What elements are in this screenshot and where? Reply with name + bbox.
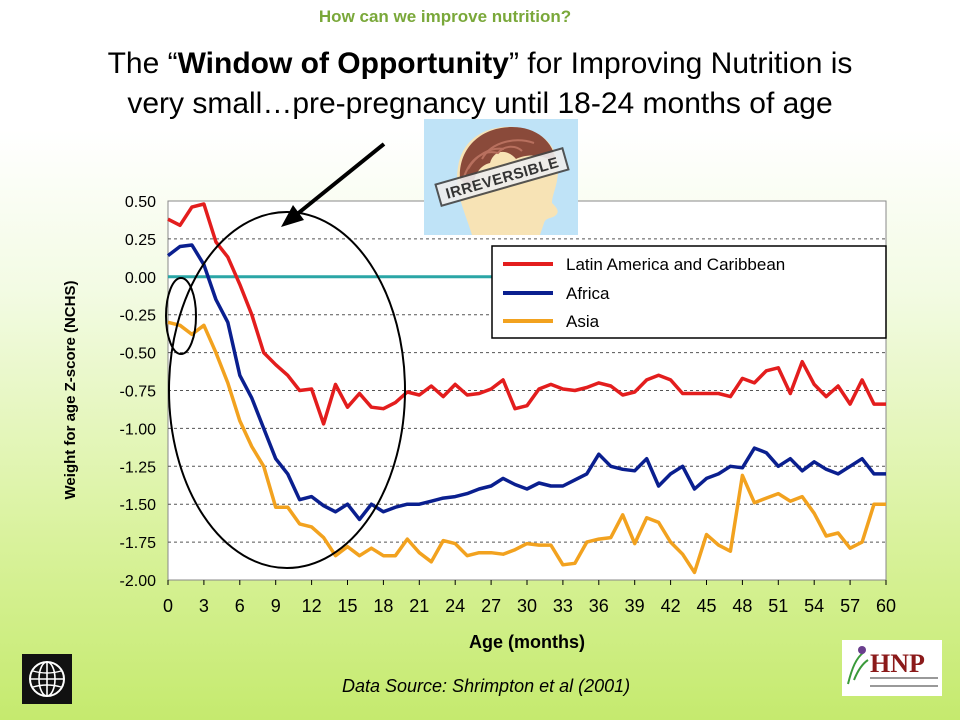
pointer-arrow-head: [281, 205, 304, 227]
irreversible-head-illustration: IRREVERSIBLE: [424, 119, 578, 235]
x-tick-label: 3: [199, 596, 209, 616]
headline-part2: ” for Improving Nutrition is: [508, 47, 853, 80]
x-tick-labels: 0 3 6 9 12 15 18 21 24 27 30 33 36 39 42 45 48 51 54 57 60: [163, 580, 896, 616]
stamp-box: [434, 146, 570, 208]
y-tick-label: -0.75: [120, 384, 157, 401]
x-tick-label: 9: [271, 596, 281, 616]
x-tick-label: 12: [302, 596, 322, 616]
series-line-latin-america-and-caribbean: [167, 202, 886, 426]
x-tick-label: 36: [589, 596, 609, 616]
world-bank-globe-icon: [22, 654, 72, 704]
pointer-arrow-shaft: [294, 142, 386, 217]
y-tick-label: 0.25: [125, 232, 156, 249]
x-tick-label: 24: [445, 596, 465, 616]
x-tick-label: 57: [840, 596, 860, 616]
legend-label-africa: Africa: [566, 284, 610, 303]
x-tick-label: 30: [517, 596, 537, 616]
x-tick-label: 60: [876, 596, 896, 616]
slide-kicker: How can we improve nutrition?: [318, 7, 572, 26]
x-tick-label: 33: [553, 596, 573, 616]
x-tick-label: 21: [409, 596, 429, 616]
pre-birth-ellipse: [165, 277, 197, 355]
headline-part1: The “: [107, 47, 178, 80]
x-tick-label: 0: [163, 596, 173, 616]
series-lines: [166, 202, 886, 575]
x-axis-label: Age (months): [469, 632, 585, 652]
x-tick-label: 42: [661, 596, 681, 616]
y-tick-label: 0.00: [125, 270, 156, 287]
y-tick-labels: 0.50 0.25 0.00 -0.25 -0.50 -0.75 -1.00 -1.25 -1.…: [120, 194, 157, 590]
x-tick-label: 39: [625, 596, 645, 616]
x-tick-label: 15: [337, 596, 357, 616]
y-axis-label: Weight for age Z-score (NCHS): [62, 281, 79, 500]
data-source-note: Data Source: Shrimpton et al (2001): [342, 676, 631, 696]
legend-label-latin: Latin America and Caribbean: [566, 255, 785, 274]
headline-line2: very small…pre-pregnancy until 18-24 mon…: [127, 87, 833, 120]
x-tick-label: 45: [696, 596, 716, 616]
top-bar: [0, 0, 960, 32]
hnp-logo: HNP: [842, 640, 942, 696]
headline-bold: Window of Opportunity: [177, 47, 509, 80]
y-tick-label: -0.50: [120, 346, 157, 363]
x-tick-label: 54: [804, 596, 824, 616]
legend-label-asia: Asia: [566, 312, 600, 331]
y-tick-label: -2.00: [120, 573, 157, 590]
series-line-asia: [167, 320, 886, 575]
x-tick-label: 27: [481, 596, 501, 616]
svg-text:HNP: HNP: [870, 649, 925, 678]
y-tick-label: 0.50: [125, 194, 156, 211]
x-tick-label: 6: [235, 596, 245, 616]
x-tick-label: 18: [373, 596, 393, 616]
y-tick-label: -1.50: [120, 497, 157, 514]
y-tick-label: -0.25: [120, 308, 157, 325]
window-ellipse: [168, 211, 406, 569]
legend-box: [491, 245, 887, 339]
y-tick-label: -1.75: [120, 535, 157, 552]
y-tick-label: -1.00: [120, 421, 157, 438]
x-tick-label: 51: [768, 596, 788, 616]
slide-headline: The “Window of Opportunity” for Improvin…: [0, 44, 960, 124]
series-line-africa: [166, 243, 886, 522]
y-tick-label: -1.25: [120, 459, 157, 476]
x-tick-label: 48: [732, 596, 752, 616]
legend: Latin America and Caribbean Africa Asia: [491, 245, 887, 339]
